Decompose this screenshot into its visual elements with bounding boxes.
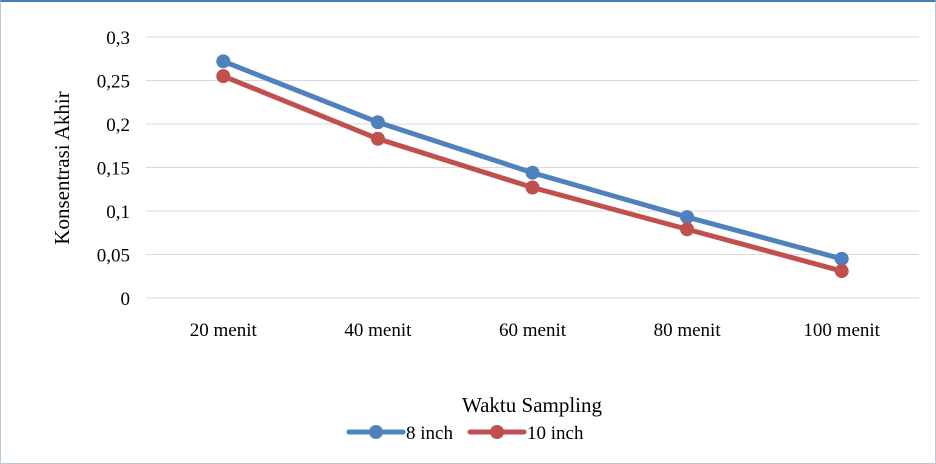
- x-tick-label: 20 menit: [190, 320, 258, 341]
- y-tick-label: 0,25: [97, 72, 130, 93]
- x-tick-label: 80 menit: [654, 320, 722, 341]
- x-tick-label: 100 menit: [803, 320, 880, 341]
- data-point: [680, 210, 695, 225]
- legend-label: 8 inch: [406, 423, 453, 444]
- data-point: [525, 180, 540, 195]
- legend-item: 8 inch: [346, 423, 453, 444]
- data-point: [525, 165, 540, 180]
- y-tick-label: 0: [121, 289, 131, 310]
- x-axis-title: Waktu Sampling: [462, 393, 603, 417]
- data-point: [370, 131, 385, 146]
- data-point: [834, 264, 849, 279]
- y-tick-label: 0,1: [106, 202, 130, 223]
- legend-swatch-marker: [369, 425, 383, 439]
- series-2: [216, 69, 849, 279]
- y-tick-label: 0,2: [106, 115, 130, 136]
- data-point: [216, 54, 231, 69]
- x-tick-labels: 20 menit 40 menit 60 menit 80 menit 100 meni…: [190, 320, 881, 341]
- data-point: [680, 222, 695, 237]
- legend-item: 10 inch: [467, 423, 584, 444]
- legend-label: 10 inch: [527, 423, 584, 444]
- series-line: [220, 58, 845, 262]
- y-tick-labels: 0 0,05 0,1 0,15 0,2 0,25 0,3: [97, 28, 130, 310]
- legend-swatch-marker: [490, 425, 504, 439]
- y-tick-label: 0,05: [97, 246, 130, 267]
- y-axis-title: Konsentrasi Akhir: [50, 91, 74, 244]
- series-1: [216, 54, 849, 266]
- x-tick-label: 60 menit: [499, 320, 567, 341]
- y-tick-label: 0,15: [97, 159, 130, 180]
- y-tick-label: 0,3: [106, 28, 130, 49]
- legend: 8 inch 10 inch: [346, 423, 584, 444]
- x-tick-label: 40 menit: [344, 320, 412, 341]
- data-point: [834, 251, 849, 266]
- data-point: [370, 115, 385, 130]
- series-lines: [216, 54, 849, 279]
- data-point: [216, 69, 231, 84]
